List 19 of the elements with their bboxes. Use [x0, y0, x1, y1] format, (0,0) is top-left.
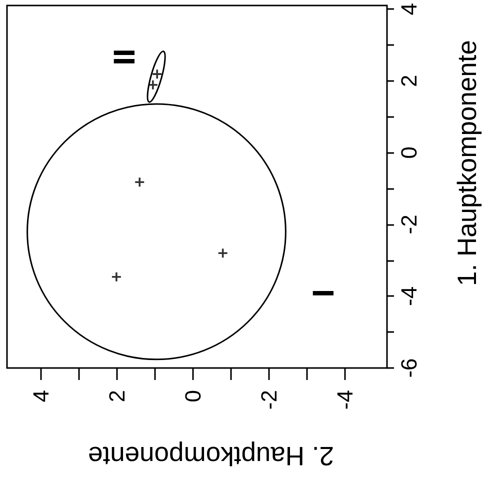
y-tick-label: 2 [396, 74, 422, 88]
x-tick-label: -2 [256, 390, 282, 410]
y-tick-label: -2 [396, 214, 422, 234]
point [112, 272, 121, 282]
y-tick-label: -6 [396, 358, 422, 378]
point [148, 80, 158, 90]
y-tick-label: 4 [396, 2, 422, 16]
point [152, 70, 162, 79]
annotation: I [307, 289, 340, 298]
y-tick-label: -4 [396, 286, 422, 306]
annotation: II [108, 48, 142, 66]
y-axis-title: 1. Hauptkomponente [452, 40, 482, 286]
x-tick-label: 2 [104, 390, 130, 402]
x-tick-label: -4 [332, 390, 358, 410]
point [135, 178, 144, 187]
x-tick-label: 0 [180, 390, 206, 402]
y-tick-label: 0 [396, 146, 422, 159]
x-axis-title: 2. Hauptkomponente [88, 441, 334, 471]
x-tick-label: 4 [28, 390, 54, 402]
